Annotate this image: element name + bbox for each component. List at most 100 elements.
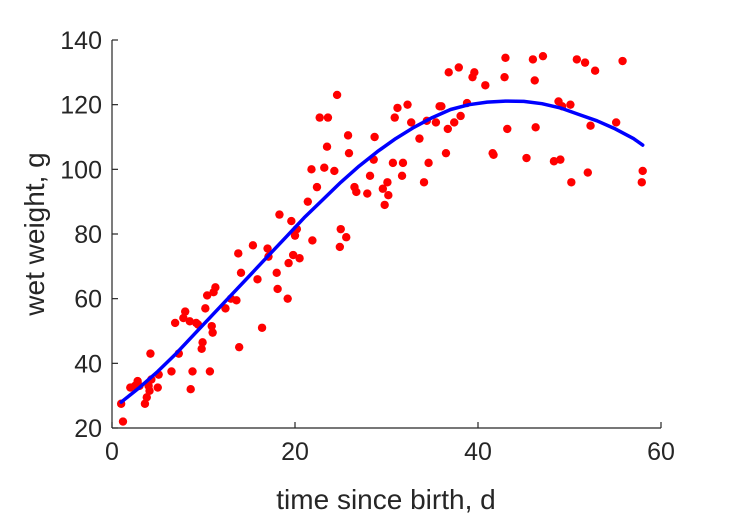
data-point: [572, 55, 582, 64]
data-point: [590, 66, 600, 75]
data-point: [330, 166, 339, 176]
data-point: [234, 249, 243, 258]
data-point: [272, 268, 281, 277]
data-point: [257, 323, 267, 332]
x-tick-label: 60: [647, 438, 675, 466]
x-tick-label: 40: [464, 438, 492, 466]
data-point: [288, 250, 298, 260]
data-point: [205, 367, 215, 376]
data-point: [352, 187, 361, 197]
y-tick-label: 100: [60, 156, 102, 184]
data-point: [322, 142, 332, 151]
data-point: [586, 121, 595, 130]
data-point: [503, 124, 512, 134]
data-point: [167, 367, 176, 376]
data-point: [320, 163, 329, 172]
data-point: [441, 148, 451, 158]
data-point: [236, 268, 246, 277]
data-point: [397, 171, 407, 180]
data-point: [197, 344, 206, 353]
data-point: [221, 304, 230, 313]
data-point: [522, 153, 531, 163]
data-point: [489, 150, 498, 159]
y-tick-label: 120: [60, 92, 102, 120]
x-tick-label: 0: [105, 438, 119, 466]
data-point: [501, 53, 510, 62]
x-tick-label: 20: [281, 438, 309, 466]
data-point: [444, 68, 453, 77]
data-point: [342, 233, 351, 242]
data-point: [370, 132, 379, 142]
data-point: [284, 258, 293, 268]
y-tick-label: 60: [74, 286, 102, 314]
y-tick-label: 20: [74, 415, 102, 443]
data-point: [528, 55, 538, 64]
data-point: [232, 296, 241, 305]
data-point: [437, 102, 446, 111]
data-point: [185, 317, 194, 326]
data-point: [188, 367, 197, 376]
data-point: [179, 313, 188, 323]
data-point: [637, 178, 646, 187]
x-axis-label: time since birth, d: [276, 484, 495, 515]
data-point: [275, 210, 284, 219]
data-point: [365, 171, 375, 180]
data-point: [273, 284, 282, 294]
data-point: [538, 51, 548, 61]
data-point: [315, 113, 324, 122]
data-point: [500, 72, 509, 82]
fit-curve: [119, 99, 645, 404]
data-point: [118, 417, 128, 426]
data-point: [253, 275, 262, 284]
scatter-series: [116, 51, 647, 426]
data-point: [530, 76, 539, 85]
data-point: [140, 399, 150, 408]
data-point: [186, 385, 195, 394]
data-point: [211, 283, 220, 292]
data-point: [308, 236, 317, 245]
data-point: [307, 165, 316, 174]
data-point: [454, 63, 463, 72]
data-point: [283, 294, 292, 303]
data-point: [611, 118, 621, 127]
data-point: [384, 191, 393, 200]
data-point: [424, 158, 433, 168]
data-point: [481, 81, 490, 90]
data-point: [335, 242, 345, 252]
data-point: [556, 155, 565, 164]
data-point: [450, 118, 459, 127]
y-tick-label: 80: [74, 221, 102, 249]
data-point: [431, 118, 441, 127]
data-point: [303, 197, 313, 206]
data-point: [419, 178, 429, 187]
data-point: [343, 131, 353, 140]
data-point: [142, 393, 151, 402]
data-point: [390, 113, 399, 122]
data-point: [198, 338, 207, 347]
data-point: [332, 90, 342, 100]
data-point: [388, 158, 398, 168]
data-point: [580, 58, 590, 67]
data-point: [407, 118, 416, 127]
data-point: [403, 100, 412, 109]
y-ticks: 20 40 60 80 100 120 140: [60, 27, 118, 443]
data-point: [234, 342, 244, 352]
data-point: [363, 189, 372, 198]
data-point: [618, 56, 627, 66]
data-point: [344, 148, 354, 158]
data-point: [153, 383, 162, 392]
data-point: [566, 100, 575, 109]
data-point: [170, 318, 180, 328]
data-point: [146, 349, 155, 358]
data-point: [470, 68, 479, 77]
data-point: [248, 241, 258, 250]
y-axis-label: wet weight, g: [19, 152, 50, 316]
y-tick-label: 140: [60, 27, 102, 55]
data-point: [638, 166, 647, 176]
data-point: [295, 254, 304, 263]
data-point: [323, 113, 333, 122]
data-point: [145, 386, 154, 396]
data-point: [443, 124, 453, 134]
